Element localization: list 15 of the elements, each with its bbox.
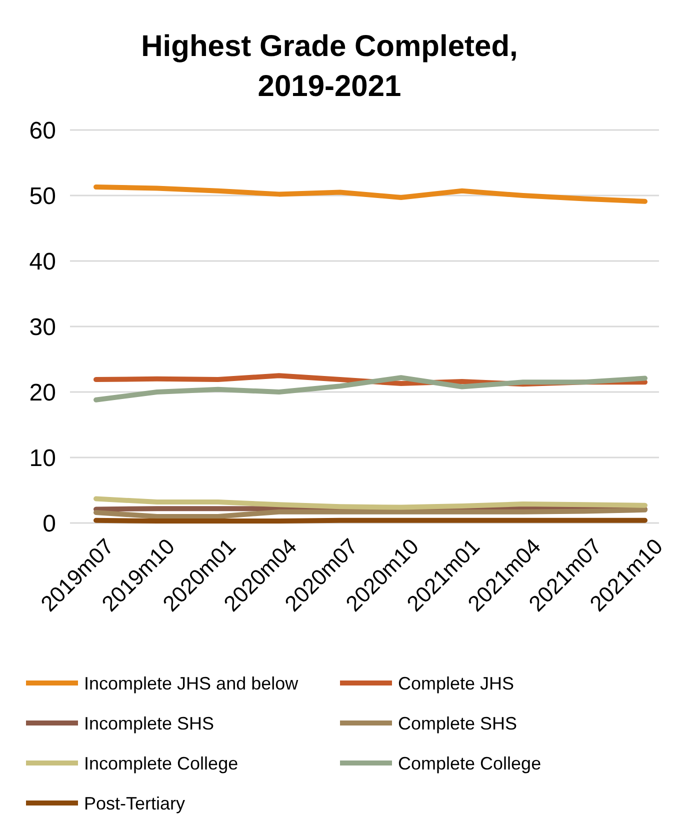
y-tick-label: 10 (29, 444, 56, 472)
y-tick-label: 60 (29, 117, 56, 144)
y-tick-label: 40 (29, 248, 56, 276)
y-tick-label: 50 (29, 182, 56, 210)
y-tick-label: 0 (42, 510, 56, 538)
y-tick-label: 30 (29, 314, 56, 341)
legend-label: Incomplete College (84, 753, 238, 774)
legend-label: Incomplete SHS (84, 713, 214, 734)
legend-label: Complete SHS (398, 713, 518, 734)
legend-label: Post-Tertiary (84, 793, 186, 814)
chart-title: Highest Grade Completed, 2019-2021 (141, 30, 518, 103)
legend-label: Complete College (398, 753, 542, 774)
y-tick-label: 20 (29, 379, 56, 406)
legend-label: Complete JHS (398, 673, 514, 694)
legend-label: Incomplete JHS and below (84, 673, 300, 694)
